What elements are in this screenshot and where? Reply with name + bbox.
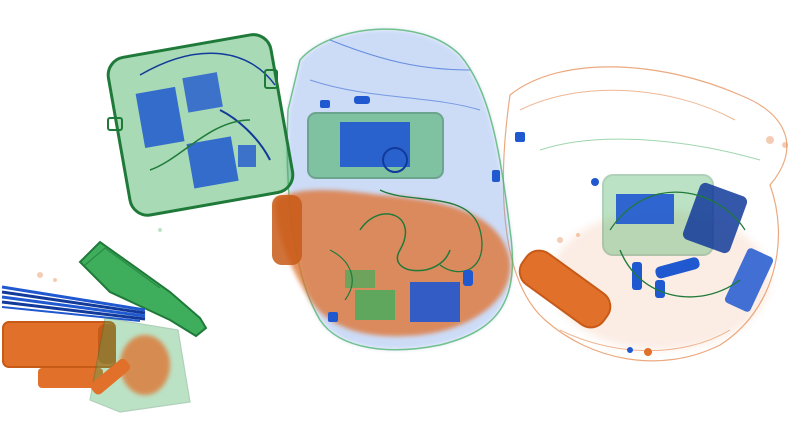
small-case [106,33,295,217]
duffel-bag [502,66,788,362]
backpack [272,28,525,351]
background-noise [37,136,788,282]
bottle [78,240,208,338]
cylindrical-canister [2,321,116,388]
food-pouch [89,317,191,413]
rods-bundle [1,285,146,322]
